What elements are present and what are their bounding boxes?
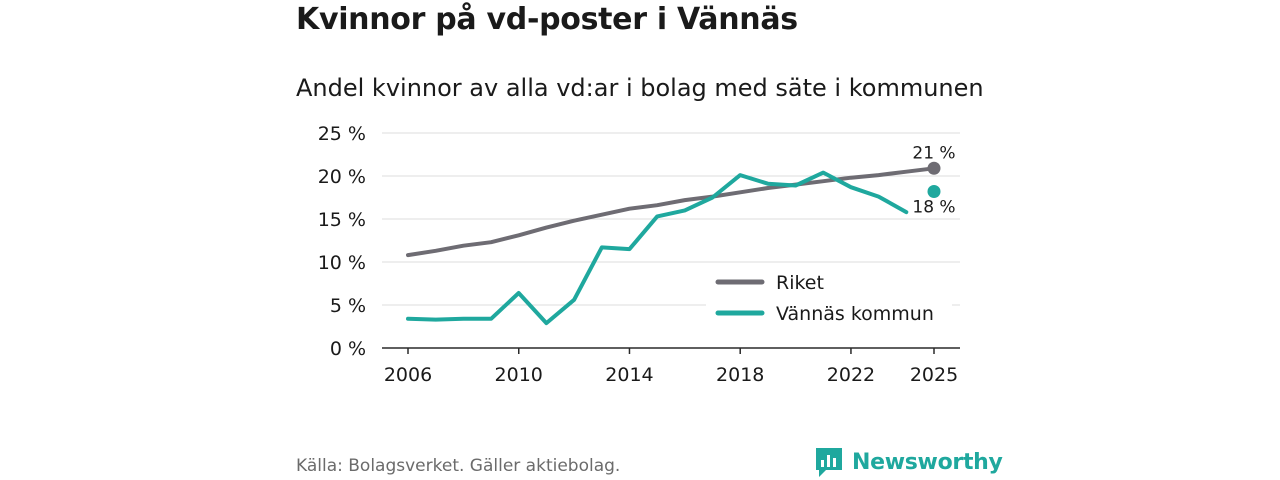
brand-name: Newsworthy <box>852 449 1003 475</box>
x-tick-label-2022: 2022 <box>827 364 875 386</box>
vannas-end-point <box>927 184 941 198</box>
x-tick-label-2014: 2014 <box>605 364 653 386</box>
legend-label-vannas: Vännäs kommun <box>776 303 934 325</box>
y-tick-label-5: 5 % <box>330 295 366 317</box>
legend: Riket Vännäs kommun <box>706 263 952 331</box>
data-labels: 21 % 18 % <box>912 143 955 217</box>
brand-logo[interactable]: Newsworthy <box>814 446 1003 478</box>
x-tick-label-2010: 2010 <box>495 364 543 386</box>
chart-title: Kvinnor på vd-poster i Vännäs <box>296 2 798 37</box>
line-chart: 0 % 5 % 10 % 15 % 20 % 25 % 2006 2010 2014 2018 20… <box>318 123 960 386</box>
y-tick-label-20: 20 % <box>318 166 366 188</box>
x-tick-label-2025: 2025 <box>910 364 958 386</box>
riket-end-label: 21 % <box>912 143 955 163</box>
x-tick-label-2006: 2006 <box>384 364 432 386</box>
source-note: Källa: Bolagsverket. Gäller aktiebolag. <box>296 456 621 476</box>
riket-end-point <box>927 161 941 175</box>
legend-background <box>706 263 952 331</box>
y-tick-label-25: 25 % <box>318 123 366 145</box>
axes: 0 % 5 % 10 % 15 % 20 % 25 % 2006 2010 2014 2018 20… <box>318 123 960 386</box>
x-tick-label-2018: 2018 <box>716 364 764 386</box>
series-line-vannas <box>406 170 909 326</box>
legend-label-riket: Riket <box>776 272 824 294</box>
y-tick-label-15: 15 % <box>318 209 366 231</box>
series-lines <box>406 161 941 326</box>
series-line-riket <box>406 166 936 258</box>
y-tick-label-10: 10 % <box>318 252 366 274</box>
vannas-end-label: 18 % <box>912 197 955 217</box>
y-tick-label-0: 0 % <box>330 338 366 360</box>
newsworthy-logo-icon <box>816 448 842 477</box>
chart-subtitle: Andel kvinnor av alla vd:ar i bolag med … <box>296 74 984 102</box>
